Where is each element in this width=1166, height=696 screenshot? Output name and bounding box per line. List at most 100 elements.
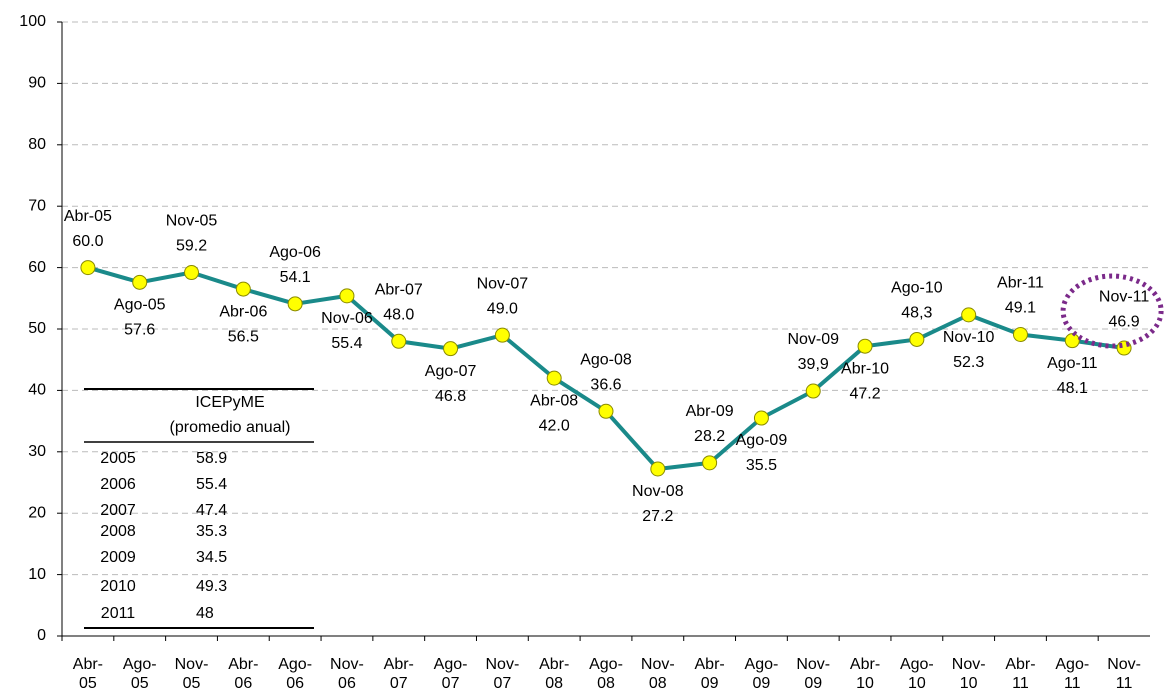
marker [702,455,718,471]
point-value: 28.2 [694,428,725,445]
y-tick-label: 50 [28,320,46,337]
y-tick-label: 80 [28,136,46,153]
point-name: Nov-10 [943,329,995,346]
marker [598,403,614,419]
x-tick-label: Abr-07 [384,656,414,692]
x-tick-label: Ago-08 [589,656,623,692]
table-value: 35.3 [196,523,227,540]
y-tick-label: 90 [28,75,46,92]
y-tick-label: 10 [28,566,46,583]
y-tick-label: 60 [28,259,46,276]
point-name: Abr-11 [997,275,1044,292]
marker [1012,327,1028,343]
marker [805,383,821,399]
point-name: Ago-05 [114,297,166,314]
table-value: 58.9 [196,450,227,467]
point-name: Nov-08 [632,483,684,500]
y-tick-label: 30 [28,443,46,460]
table-header: ICEPyME [195,394,264,411]
x-tick-label: Nov-06 [330,656,364,692]
marker [184,265,200,281]
table-header: (promedio anual) [170,419,291,436]
marker [80,260,96,276]
y-tick-label: 100 [19,13,46,30]
x-tick-label: Abr-10 [850,656,880,692]
table-year: 2009 [100,549,136,566]
table-year: 2008 [100,523,136,540]
marker [753,410,769,426]
y-tick-label: 40 [28,382,46,399]
point-name: Abr-07 [375,281,423,298]
y-tick-label: 20 [28,504,46,521]
x-tick-label: Nov-10 [952,656,986,692]
x-tick-label: Ago-11 [1055,656,1089,692]
x-tick-label: Ago-06 [278,656,312,692]
marker [546,370,562,386]
x-tick-label: Ago-10 [900,656,934,692]
point-value: 46.8 [435,388,466,405]
x-tick-label: Nov-09 [796,656,830,692]
point-value: 42.0 [539,417,570,434]
marker [391,333,407,349]
point-value: 27.2 [642,508,673,525]
point-name: Nov-09 [787,331,839,348]
point-name: Ago-11 [1047,355,1098,372]
point-value: 57.6 [124,322,155,339]
x-tick-label: Ago-05 [123,656,157,692]
point-name: Abr-05 [64,208,112,225]
table-value: 55.4 [196,476,227,493]
point-name: Ago-07 [425,363,477,380]
marker [650,461,666,477]
point-value: 48.0 [383,306,414,323]
x-tick-label: Ago-09 [745,656,779,692]
point-name: Ago-09 [736,432,788,449]
point-value: 60.0 [72,233,103,250]
point-value: 56.5 [228,328,259,345]
point-name: Ago-06 [269,244,321,261]
x-tick-label: Nov-08 [641,656,675,692]
x-tick-label: Ago-07 [434,656,468,692]
point-name: Abr-06 [219,303,267,320]
table-year: 2006 [100,476,136,493]
table-value: 34.5 [196,549,227,566]
point-name: Ago-08 [580,351,632,368]
highlight-ring [1060,273,1164,349]
point-name: Abr-08 [530,392,578,409]
x-tick-label: Abr-11 [1005,656,1035,692]
point-value: 36.6 [590,376,621,393]
point-name: Nov-07 [477,275,529,292]
point-value: 47.2 [849,385,880,402]
point-value: 49.1 [1005,300,1036,317]
point-value: 48,3 [901,305,932,322]
table-year: 2011 [101,605,136,622]
point-value: 48.1 [1057,380,1088,397]
point-value: 39,9 [798,356,829,373]
point-value: 55.4 [331,335,362,352]
x-tick-label: Nov-11 [1107,656,1141,692]
marker [494,327,510,343]
marker [961,307,977,323]
marker [287,296,303,312]
point-name: Abr-09 [686,403,734,420]
point-name: Nov-05 [166,213,218,230]
point-name: Abr-10 [841,360,889,377]
point-value: 35.5 [746,457,777,474]
x-tick-label: Abr-09 [695,656,725,692]
x-tick-label: Abr-05 [73,656,103,692]
point-value: 54.1 [280,269,311,286]
marker [1064,333,1080,349]
point-value: 46.9 [1109,313,1140,330]
point-value: 49.0 [487,300,518,317]
marker [132,274,148,290]
marker [909,331,925,347]
point-name: Nov-11 [1099,288,1149,305]
x-tick-label: Abr-06 [228,656,258,692]
x-tick-label: Nov-05 [175,656,209,692]
table-value: 49.3 [196,578,227,595]
point-value: 59.2 [176,238,207,255]
table-value: 47.4 [196,502,227,519]
y-tick-label: 70 [28,197,46,214]
marker [235,281,251,297]
marker [857,338,873,354]
table-year: 2010 [100,578,136,595]
